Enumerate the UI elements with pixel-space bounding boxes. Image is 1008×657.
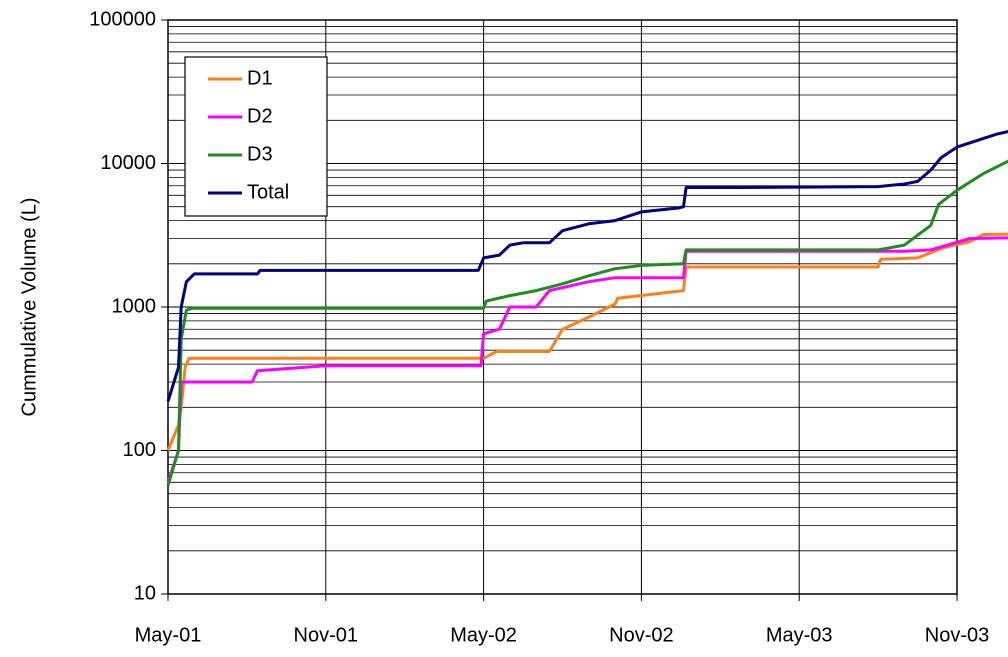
legend-label: D3 [247,143,273,165]
y-tick-label: 1000 [112,295,157,317]
y-tick-label: 10000 [100,152,156,174]
x-tick-label: Nov-01 [294,624,358,646]
series-line [166,236,1008,483]
legend-label: Total [247,181,289,203]
series-line [166,130,1008,402]
x-tick-label: May-01 [135,624,202,646]
legend-label: D1 [247,67,273,89]
x-tick-label: May-02 [450,624,517,646]
x-tick-label: Nov-03 [925,624,989,646]
x-tick-label: May-03 [766,624,833,646]
plot-frame [167,19,958,595]
y-tick-label: 10 [134,582,156,604]
y-axis-label: Cummulative Volume (L) [18,198,40,417]
series-line [166,232,1008,452]
y-tick-label: 100000 [89,8,156,30]
x-tick-label: Nov-02 [609,624,673,646]
y-tick-label: 100 [123,439,156,461]
legend-label: D2 [247,105,273,127]
legend-box [184,56,328,217]
series-line [166,159,1008,486]
